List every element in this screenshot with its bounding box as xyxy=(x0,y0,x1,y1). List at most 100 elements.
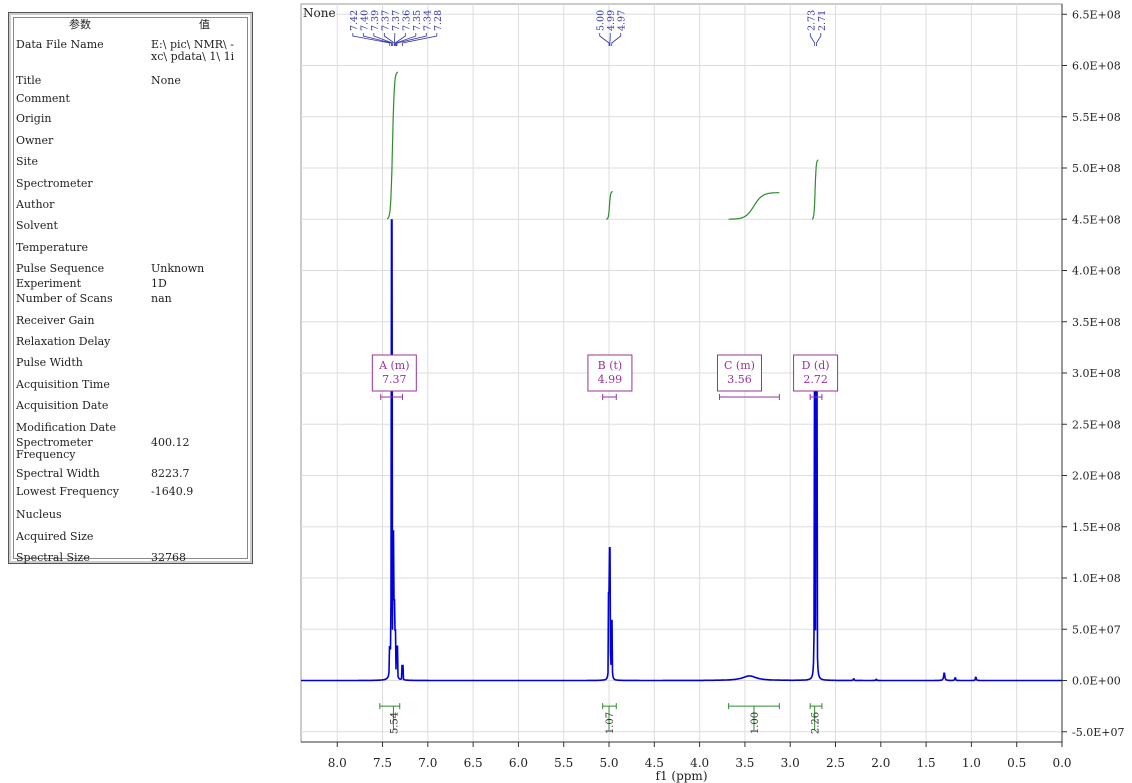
multiplet-label: C (m) xyxy=(724,359,755,372)
peak-pick-label: 7.37 xyxy=(380,10,391,31)
param-name-19: Spectrometer Frequency xyxy=(16,436,93,461)
x-tick-label: 1.5 xyxy=(917,756,936,770)
x-tick-label: 7.5 xyxy=(373,756,392,770)
param-name-22: Nucleus xyxy=(16,508,62,521)
y-tick-label: 3.5E+08 xyxy=(1072,316,1121,329)
x-tick-label: 6.5 xyxy=(464,756,483,770)
multiplet-shift: 2.72 xyxy=(803,373,828,386)
param-name-11: Experiment xyxy=(16,277,82,290)
x-tick-label: 3.0 xyxy=(781,756,800,770)
param-name-7: Author xyxy=(16,198,55,211)
param-name-6: Spectrometer xyxy=(16,177,93,190)
y-tick-label: 5.5E+08 xyxy=(1072,111,1121,124)
param-value-11: 1D xyxy=(151,277,167,290)
param-value-20: 8223.7 xyxy=(151,467,190,480)
multiplet-shift: 3.56 xyxy=(727,373,752,386)
x-tick-label: 5.0 xyxy=(599,756,618,770)
multiplet-label: D (d) xyxy=(802,359,830,372)
param-name-17: Acquisition Date xyxy=(16,399,109,412)
peak-pick-label: 7.37 xyxy=(391,10,402,31)
peak-pick-label: 7.42 xyxy=(349,10,360,31)
param-name-14: Relaxation Delay xyxy=(16,335,111,348)
peak-pick-connector xyxy=(611,33,622,46)
x-tick-label: 5.5 xyxy=(554,756,573,770)
y-tick-label: 0.0E+00 xyxy=(1072,675,1121,688)
param-value-21: -1640.9 xyxy=(151,485,194,498)
integral-curve xyxy=(728,192,780,220)
integral-value: 5.54 xyxy=(389,712,400,734)
param-name-10: Pulse Sequence xyxy=(16,262,105,275)
integral-curve xyxy=(386,71,399,220)
y-tick-label: 1.5E+08 xyxy=(1072,521,1121,534)
multiplet-box xyxy=(716,354,762,392)
x-tick-label: 4.0 xyxy=(690,756,709,770)
param-name-5: Site xyxy=(16,155,38,168)
param-name-23: Acquired Size xyxy=(16,530,94,543)
integral-value: 1.07 xyxy=(605,712,616,734)
param-value-0: E:\ pic\ NMR\ - xc\ pdata\ 1\ 1i xyxy=(151,38,235,63)
param-value-12: nan xyxy=(151,292,172,305)
peak-pick-label: 7.28 xyxy=(433,10,444,31)
y-tick-label: 4.5E+08 xyxy=(1072,213,1121,226)
peak-pick-label: 7.40 xyxy=(359,10,370,31)
multiplet-box xyxy=(793,354,839,392)
y-tick-label: 1.0E+08 xyxy=(1072,572,1121,585)
param-value-24: 32768 xyxy=(151,551,186,564)
param-name-15: Pulse Width xyxy=(16,356,83,369)
x-tick-label: 0.5 xyxy=(1007,756,1026,770)
integral-value: 2.26 xyxy=(811,712,822,734)
peak-pick-label: 4.99 xyxy=(606,10,617,31)
param-name-18: Modification Date xyxy=(16,421,116,434)
chart-title: None xyxy=(303,6,336,20)
peak-pick-connector xyxy=(809,33,816,46)
x-tick-label: 2.5 xyxy=(826,756,845,770)
multiplet-label: B (t) xyxy=(598,359,623,372)
x-axis-label: f1 (ppm) xyxy=(656,769,708,783)
param-name-24: Spectral Size xyxy=(16,551,90,564)
x-tick-label: 3.5 xyxy=(735,756,754,770)
multiplet-shift: 7.37 xyxy=(382,373,407,386)
y-tick-label: 3.0E+08 xyxy=(1072,367,1121,380)
peak-pick-connector xyxy=(373,33,393,46)
integral-value: 1.00 xyxy=(750,712,761,734)
peak-pick-connector xyxy=(396,33,427,46)
y-tick-label: 5.0E+07 xyxy=(1072,623,1121,636)
peak-pick-connector xyxy=(394,33,406,46)
multiplet-shift: 4.99 xyxy=(598,373,623,386)
param-value-10: Unknown xyxy=(151,262,205,275)
integral-curve xyxy=(811,159,819,220)
peak-pick-connector xyxy=(352,33,391,46)
peak-pick-label: 2.73 xyxy=(806,10,817,31)
y-tick-label: -5.0E+07 xyxy=(1072,726,1124,739)
y-tick-label: 4.0E+08 xyxy=(1072,265,1121,278)
peak-pick-connector xyxy=(402,33,438,46)
peak-pick-label: 4.97 xyxy=(617,10,628,31)
x-tick-label: 2.0 xyxy=(871,756,890,770)
peak-pick-connector xyxy=(362,33,392,46)
peak-pick-label: 7.34 xyxy=(422,10,433,31)
param-header-value: 值 xyxy=(199,18,210,31)
multiplet-box xyxy=(371,354,417,392)
param-name-16: Acquisition Time xyxy=(16,378,110,391)
x-tick-label: 6.0 xyxy=(509,756,528,770)
param-name-3: Origin xyxy=(16,112,52,125)
peak-pick-label: 7.36 xyxy=(401,10,412,31)
y-tick-label: 5.0E+08 xyxy=(1072,162,1121,175)
peak-pick-connector xyxy=(816,33,822,46)
x-tick-label: 1.0 xyxy=(962,756,981,770)
param-header-name: 参数 xyxy=(69,18,91,31)
param-name-8: Solvent xyxy=(16,219,58,232)
param-name-2: Comment xyxy=(16,92,70,105)
peak-pick-connector xyxy=(393,33,396,46)
param-name-13: Receiver Gain xyxy=(16,314,95,327)
integral-curve xyxy=(606,191,614,220)
param-name-20: Spectral Width xyxy=(16,467,100,480)
x-tick-label: 4.5 xyxy=(645,756,664,770)
y-tick-label: 2.5E+08 xyxy=(1072,418,1121,431)
x-tick-label: 0.0 xyxy=(1052,756,1071,770)
peak-pick-label: 2.71 xyxy=(817,10,828,31)
param-name-1: Title xyxy=(16,74,42,87)
peak-pick-label: 7.35 xyxy=(412,10,423,31)
y-tick-label: 6.0E+08 xyxy=(1072,60,1121,73)
param-name-9: Temperature xyxy=(16,241,89,254)
